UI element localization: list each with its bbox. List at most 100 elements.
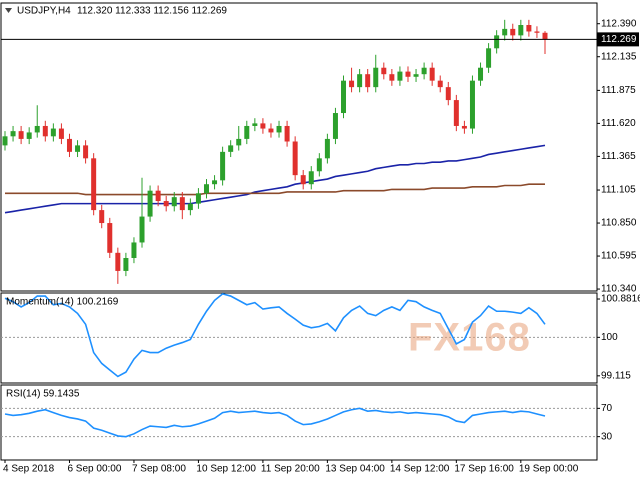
candle-body <box>26 132 32 139</box>
y-tick-label: 100 <box>601 332 618 343</box>
candle-body <box>139 216 145 243</box>
y-tick-label: 100.8816 <box>601 294 640 305</box>
panel-frame <box>0 292 598 384</box>
candle-body <box>357 74 363 88</box>
candle-body <box>389 74 395 81</box>
candle-body <box>397 71 403 81</box>
last-price-box <box>597 32 639 47</box>
y-tick-label: 70 <box>601 403 613 414</box>
candle-body <box>300 175 306 185</box>
candle-body <box>252 123 258 126</box>
candle-body <box>542 32 548 40</box>
candle-body <box>437 80 443 88</box>
candle-body <box>244 125 250 139</box>
candle-body <box>365 74 371 88</box>
candle-body <box>91 158 97 211</box>
y-tick-label: 111.620 <box>601 118 636 129</box>
candle-body <box>381 67 387 75</box>
candle-body <box>34 125 40 133</box>
candle-body <box>494 35 500 49</box>
candle-body <box>203 184 209 194</box>
candle-body <box>324 138 330 159</box>
candle-body <box>155 190 161 202</box>
candle-body <box>373 67 379 88</box>
candle-body <box>534 31 540 33</box>
candle-body <box>316 158 322 172</box>
last-price-label: 112.269 <box>601 34 637 45</box>
x-tick-label: 19 Sep 00:00 <box>519 464 579 475</box>
candle-body <box>107 223 113 253</box>
candle-body <box>268 128 274 133</box>
candle-body <box>179 197 185 211</box>
candle-body <box>453 100 459 126</box>
candle-body <box>405 71 411 77</box>
candle-body <box>445 87 451 101</box>
candle-body <box>228 145 234 152</box>
y-tick-label: 30 <box>601 431 613 442</box>
candle-body <box>421 67 427 75</box>
menu-icon <box>5 8 12 13</box>
y-tick-label: 112.390 <box>601 18 637 29</box>
candle-body <box>195 193 201 204</box>
candle-body <box>260 123 266 129</box>
chart-title: USDJPY,H4 <box>17 6 71 17</box>
x-tick-label: 17 Sep 16:00 <box>454 464 514 475</box>
watermark: FX168 <box>408 316 531 360</box>
candle-body <box>42 125 48 137</box>
candle-body <box>308 171 314 185</box>
candle-body <box>163 201 169 207</box>
y-tick-label: 111.875 <box>601 85 636 96</box>
candle-body <box>502 28 508 36</box>
y-tick-label: 112.135 <box>601 51 637 62</box>
candle-body <box>187 203 193 211</box>
candle-body <box>284 125 290 142</box>
candle-body <box>147 190 153 217</box>
x-tick-label: 4 Sep 2018 <box>3 464 55 475</box>
candle-body <box>349 80 355 88</box>
x-tick-label: 6 Sep 00:00 <box>67 464 121 475</box>
quote: 112.320 112.333 112.156 112.269 <box>77 6 227 17</box>
candle-body <box>518 25 524 36</box>
x-tick-label: 7 Sep 08:00 <box>132 464 186 475</box>
x-tick-label: 10 Sep 12:00 <box>196 464 256 475</box>
indicator-line <box>4 407 546 438</box>
x-tick-label: 14 Sep 12:00 <box>390 464 450 475</box>
candle-body <box>171 197 177 207</box>
candle-body <box>413 74 419 77</box>
candle-body <box>10 131 16 137</box>
candle-body <box>123 257 129 271</box>
candle-body <box>50 128 56 137</box>
indicator-title: RSI(14) 59.1435 <box>6 389 80 400</box>
candle-body <box>478 67 484 81</box>
candle-body <box>236 138 242 146</box>
candle-body <box>83 145 89 159</box>
indicator-title: Momentum(14) 100.2169 <box>6 297 119 308</box>
candle-body <box>469 80 475 129</box>
candle-body <box>115 252 121 271</box>
candle-body <box>486 48 492 68</box>
candle-body <box>220 151 226 181</box>
candle-body <box>66 138 72 152</box>
candle-body <box>332 113 338 139</box>
y-tick-label: 110.340 <box>601 284 637 295</box>
candle-body <box>429 67 435 81</box>
candle-body <box>75 145 81 152</box>
panel-frame <box>0 2 598 292</box>
y-tick-label: 110.595 <box>601 251 637 262</box>
candle-body <box>2 136 8 146</box>
candle-body <box>18 131 24 139</box>
y-tick-label: 111.365 <box>601 151 636 162</box>
candle-body <box>58 128 64 139</box>
candle-body <box>131 242 137 258</box>
candle-body <box>510 28 516 36</box>
y-tick-label: 110.850 <box>601 218 637 229</box>
candle-body <box>526 25 532 32</box>
candle-body <box>276 125 282 133</box>
panel-frame <box>0 384 598 461</box>
indicator-line <box>4 292 546 378</box>
candle-body <box>212 180 218 185</box>
candle-body <box>461 125 467 129</box>
x-tick-label: 13 Sep 04:00 <box>325 464 385 475</box>
